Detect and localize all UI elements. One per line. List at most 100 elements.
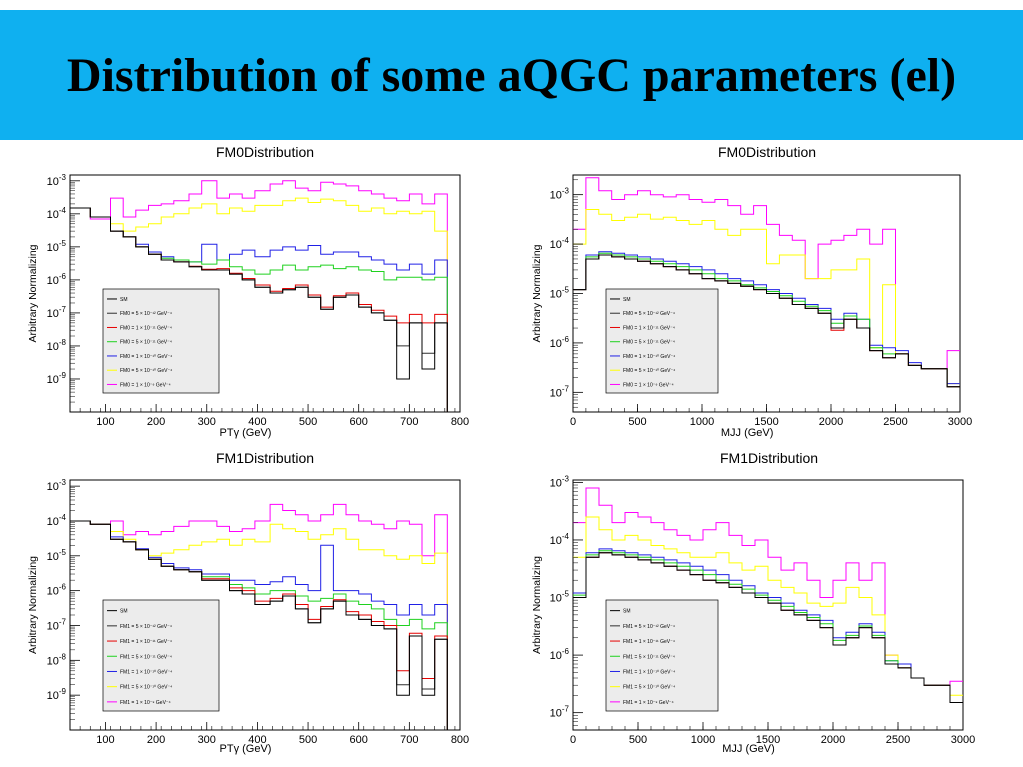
legend-label: FM0 = 1 × 10⁻⁹ GeV⁻⁴: [120, 382, 171, 388]
x-tick-label: 2500: [883, 416, 907, 428]
x-axis-label: PTγ (GeV): [220, 743, 272, 755]
x-tick-label: 500: [299, 734, 317, 746]
y-tick-label: 10-5: [47, 239, 67, 254]
legend-label: SM: [623, 297, 631, 303]
legend-box: [102, 288, 220, 394]
legend-label: SM: [623, 609, 631, 615]
chart-panel-4: FM1Distribution 0 500 1000 1500 2000 2500 3000 1…: [531, 450, 975, 755]
x-tick-label: 800: [451, 416, 469, 428]
legend-label: FM0 = 5 × 10⁻¹⁰ GeV⁻⁴: [120, 368, 172, 374]
x-tick-label: 200: [147, 734, 165, 746]
y-tick-label: 10-5: [550, 590, 570, 605]
legend-label: FM1 = 5 × 10⁻¹⁰ GeV⁻⁴: [120, 685, 172, 691]
y-tick-label: 10-3: [550, 187, 570, 202]
series-c1e-9: [573, 177, 960, 370]
legend-label: FM1 = 1 × 10⁻¹⁰ GeV⁻⁴: [623, 669, 675, 675]
x-tick-label: 3000: [948, 416, 972, 428]
x-tick-label: 2000: [821, 734, 845, 746]
series-c5e-10: [573, 209, 960, 385]
legend: SM FM0 = 5 × 10⁻¹² GeV⁻⁴ FM0 = 1 × 10⁻¹¹ G…: [605, 288, 719, 394]
legend-label: FM1 = 1 × 10⁻¹¹ GeV⁻⁴: [120, 639, 172, 645]
x-axis-label: MJJ (GeV): [721, 427, 774, 439]
x-tick-label: 1000: [690, 416, 714, 428]
x-tick-label: 0: [570, 734, 576, 746]
legend-label: FM1 = 5 × 10⁻¹² GeV⁻⁴: [120, 624, 172, 630]
legend-label: FM1 = 5 × 10⁻¹² GeV⁻⁴: [623, 624, 675, 630]
legend-label: SM: [120, 609, 128, 615]
x-tick-label: 100: [96, 416, 114, 428]
x-tick-label: 3000: [951, 734, 975, 746]
series-SM: [573, 254, 960, 388]
y-axis-label: Arbitrary Normalizing: [27, 244, 39, 342]
y-tick-label: 10-5: [550, 286, 570, 301]
legend-label: FM0 = 5 × 10⁻¹¹ GeV⁻⁴: [120, 340, 172, 346]
chart-panel-3: FM1Distribution 100 200 300 400 500 600 700 800 1…: [27, 450, 469, 755]
y-tick-label: 10-7: [550, 705, 570, 720]
series-c5e-11: [573, 550, 963, 703]
x-tick-label: 400: [248, 734, 266, 746]
x-tick-label: 2000: [819, 416, 843, 428]
histograms: [573, 487, 963, 703]
legend-label: FM0 = 5 × 10⁻¹⁰ GeV⁻⁴: [623, 368, 675, 374]
legend-label: FM1 = 1 × 10⁻⁹ GeV⁻⁴: [120, 700, 171, 706]
legend-label: FM1 = 5 × 10⁻¹⁰ GeV⁻⁴: [623, 685, 675, 691]
y-tick-label: 10-7: [550, 384, 570, 399]
legend-label: FM1 = 1 × 10⁻¹⁰ GeV⁻⁴: [120, 669, 172, 675]
legend-label: FM0 = 1 × 10⁻⁹ GeV⁻⁴: [623, 382, 674, 388]
series-c1e-10: [70, 520, 460, 730]
y-tick-label: 10-8: [47, 338, 67, 353]
legend-label: SM: [120, 297, 128, 303]
legend-label: FM0 = 1 × 10⁻¹⁰ GeV⁻⁴: [120, 354, 172, 360]
legend-label: FM1 = 5 × 10⁻¹¹ GeV⁻⁴: [623, 654, 675, 660]
y-axis-label: Arbitrary Normalizing: [531, 556, 543, 654]
legend-label: FM1 = 5 × 10⁻¹¹ GeV⁻⁴: [120, 654, 172, 660]
y-tick-label: 10-6: [47, 272, 67, 287]
legend-label: FM0 = 1 × 10⁻¹¹ GeV⁻⁴: [120, 325, 172, 331]
legend-label: FM0 = 5 × 10⁻¹² GeV⁻⁴: [623, 311, 675, 317]
x-tick-label: 200: [147, 416, 165, 428]
chart-panel-2: FM0Distribution 0 500 1000 1500 2000 2500 3000 1…: [531, 144, 972, 439]
histograms: [70, 180, 460, 412]
legend-box: [605, 288, 719, 394]
y-axis-label: Arbitrary Normalizing: [531, 244, 543, 342]
series-SM: [70, 520, 460, 730]
legend-label: FM1 = 1 × 10⁻¹¹ GeV⁻⁴: [623, 639, 675, 645]
x-tick-label: 1000: [691, 734, 715, 746]
x-tick-label: 500: [299, 416, 317, 428]
y-tick-label: 10-5: [47, 548, 67, 563]
histograms: [70, 503, 460, 730]
x-axis-label: MJJ (GeV): [722, 743, 775, 755]
x-tick-label: 400: [248, 416, 266, 428]
y-tick-label: 10-7: [47, 305, 67, 320]
legend-label: FM0 = 1 × 10⁻¹¹ GeV⁻⁴: [623, 325, 675, 331]
legend-label: FM1 = 1 × 10⁻⁹ GeV⁻⁴: [623, 700, 674, 706]
legend-label: FM0 = 5 × 10⁻¹¹ GeV⁻⁴: [623, 340, 675, 346]
x-tick-label: 1500: [754, 416, 778, 428]
chart-title: FM1Distribution: [216, 450, 314, 466]
x-tick-label: 700: [400, 416, 418, 428]
legend-box: [102, 599, 220, 712]
y-tick-label: 10-6: [550, 335, 570, 350]
chart-title: FM0Distribution: [216, 144, 314, 160]
series-SM: [573, 552, 963, 703]
series-c5e-10: [70, 197, 460, 412]
x-tick-label: 300: [198, 416, 216, 428]
x-axis-label: PTγ (GeV): [220, 427, 272, 439]
x-tick-label: 500: [629, 734, 647, 746]
y-tick-label: 10-4: [550, 236, 570, 251]
y-tick-label: 10-6: [47, 583, 67, 598]
x-tick-label: 700: [400, 734, 418, 746]
x-tick-label: 300: [198, 734, 216, 746]
y-tick-label: 10-3: [550, 474, 570, 489]
chart-panel-1: FM0Distribution 100 200 300 400 500 600 700 800 1…: [27, 144, 469, 439]
x-tick-label: 600: [350, 734, 368, 746]
x-tick-label: 600: [350, 416, 368, 428]
x-tick-label: 500: [628, 416, 646, 428]
y-tick-label: 10-7: [47, 617, 67, 632]
y-tick-label: 10-6: [550, 647, 570, 662]
x-tick-label: 2500: [886, 734, 910, 746]
legend: SM FM1 = 5 × 10⁻¹² GeV⁻⁴ FM1 = 1 × 10⁻¹¹ G…: [605, 599, 719, 712]
legend: SM FM0 = 5 × 10⁻¹² GeV⁻⁴ FM0 = 1 × 10⁻¹¹ G…: [102, 288, 220, 394]
y-tick-label: 10-9: [47, 687, 67, 702]
legend-label: FM0 = 5 × 10⁻¹² GeV⁻⁴: [120, 311, 172, 317]
